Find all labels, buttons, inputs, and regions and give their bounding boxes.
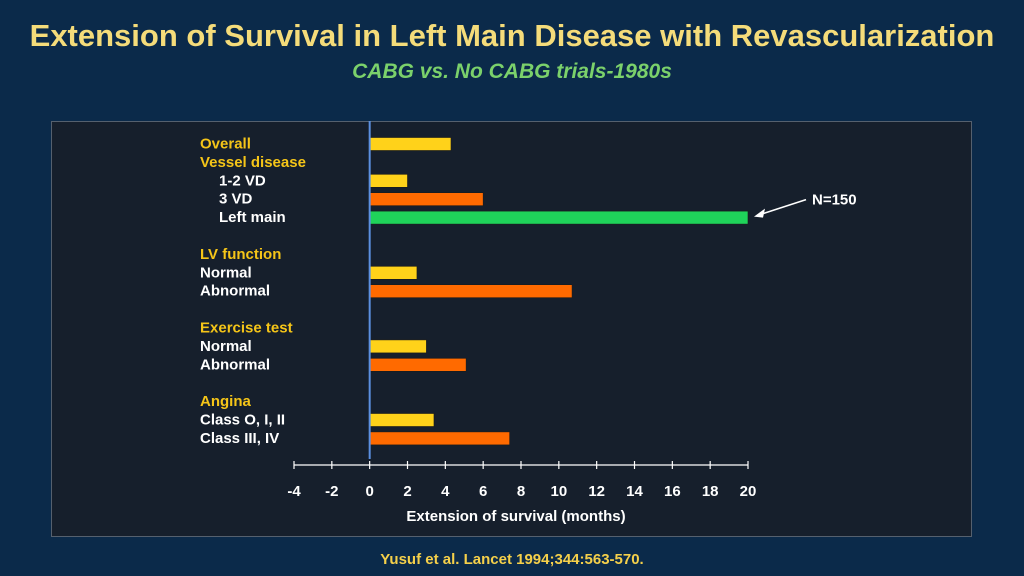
annotation-n-label: N=150: [812, 192, 857, 209]
x-tick-label: 8: [517, 483, 525, 500]
row-label-normal-2: Normal: [200, 338, 252, 355]
x-tick-label: 4: [441, 483, 450, 500]
row-label-vessel-disease: Vessel disease: [200, 154, 306, 171]
x-tick-label: 14: [626, 483, 643, 500]
x-tick-label: -2: [325, 483, 338, 500]
row-label-left-main: Left main: [219, 209, 286, 226]
bar-class-iii-iv: [369, 431, 510, 446]
row-label-abnormal: Abnormal: [200, 283, 270, 300]
annotation-arrow-line: [759, 198, 807, 216]
row-label-1-2-vd: 1-2 VD: [219, 172, 266, 189]
slide-title: Extension of Survival in Left Main Disea…: [29, 18, 995, 53]
x-tick-label: 20: [740, 483, 757, 500]
bar-3-vd: [369, 192, 484, 206]
x-tick-label: 0: [365, 483, 373, 500]
bar-1-2-vd: [369, 174, 408, 188]
annotation-arrowhead: [754, 208, 765, 218]
x-tick-label: 2: [403, 483, 411, 500]
bar-abnormal-2: [369, 357, 467, 372]
bar-left-main: [369, 210, 749, 225]
bar-abnormal: [369, 284, 573, 299]
x-tick-label: 12: [588, 483, 605, 500]
row-label-overall: Overall: [200, 136, 251, 153]
x-tick-label: -4: [287, 483, 301, 500]
citation: Yusuf et al. Lancet 1994;344:563-570.: [380, 551, 644, 568]
row-label-exercise-test: Exercise test: [200, 320, 293, 337]
x-tick-label: 6: [479, 483, 487, 500]
bar-normal-2: [369, 339, 427, 354]
row-label-lv-function: LV function: [200, 246, 281, 263]
slide-subtitle: CABG vs. No CABG trials-1980s: [352, 60, 672, 83]
x-axis-title: Extension of survival (months): [406, 508, 625, 525]
x-tick-label: 16: [664, 483, 681, 500]
row-label-angina: Angina: [200, 393, 251, 410]
bar-overall: [369, 137, 452, 151]
x-tick-label: 10: [550, 483, 567, 500]
row-label-3-vd: 3 VD: [219, 191, 253, 208]
row-label-class-o-i-ii: Class O, I, II: [200, 412, 285, 429]
bar-class-o-i-ii: [369, 413, 435, 427]
row-label-abnormal-2: Abnormal: [200, 356, 270, 373]
row-label-class-iii-iv: Class III, IV: [200, 430, 279, 447]
x-tick-label: 18: [702, 483, 719, 500]
chart-panel: [51, 121, 972, 537]
bar-normal: [369, 265, 418, 280]
row-label-normal: Normal: [200, 264, 252, 281]
